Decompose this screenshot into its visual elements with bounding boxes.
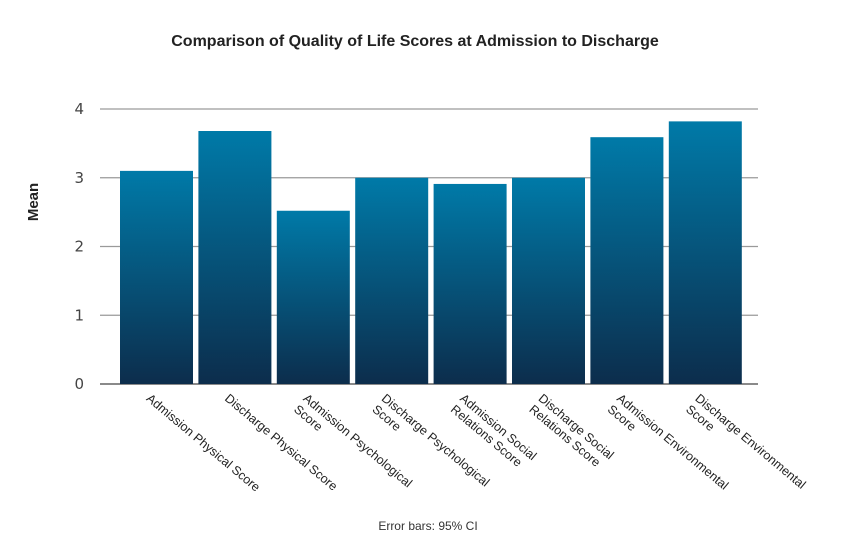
bar [433,183,507,384]
y-tick-labels: 0 1 2 3 4 [74,100,84,393]
y-tick-label: 0 [74,375,84,393]
y-tick-label: 3 [74,169,84,187]
bar [590,137,664,384]
bar [276,210,350,384]
y-tick-label: 1 [74,306,84,324]
bar [668,121,742,384]
chart-title: Comparison of Quality of Life Scores at … [171,33,659,50]
bar [120,170,193,384]
bars [120,121,742,384]
x-tick-label: Discharge EnvironmentalScore [683,391,808,503]
y-axis-label: Mean [25,183,42,221]
y-tick-label: 4 [74,100,84,118]
bar [512,177,585,384]
bar [355,177,429,384]
y-tick-label: 2 [74,238,84,256]
bar [198,131,272,384]
x-tick-label: Discharge SocialRelations Score [526,391,616,473]
footnote: Error bars: 95% CI [378,519,477,533]
